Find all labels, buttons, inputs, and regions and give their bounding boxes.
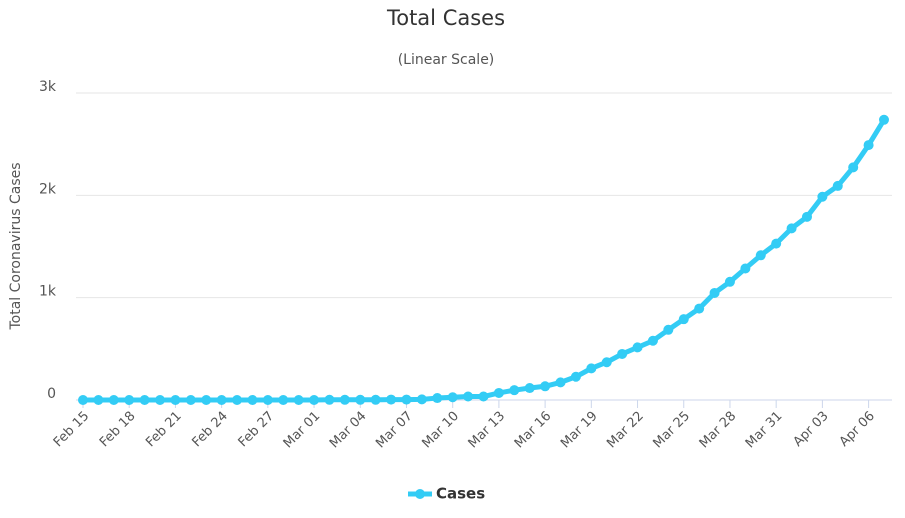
- point: [401, 394, 412, 405]
- point: [663, 324, 674, 335]
- point: [540, 381, 551, 392]
- x-tick-label: Mar 16: [512, 409, 555, 452]
- point: [786, 223, 797, 234]
- point: [509, 385, 520, 396]
- point: [447, 392, 458, 403]
- point: [740, 263, 751, 274]
- x-tick-label: Feb 24: [189, 409, 231, 451]
- x-tick-label: Apr 03: [791, 409, 832, 450]
- point: [709, 287, 720, 298]
- point: [170, 395, 181, 405]
- point: [155, 395, 166, 405]
- x-tick-label: Feb 21: [143, 409, 185, 451]
- point: [632, 342, 643, 353]
- point: [617, 348, 628, 359]
- point: [771, 238, 782, 249]
- point: [848, 162, 859, 173]
- x-tick-label: Mar 07: [373, 409, 416, 452]
- point: [324, 394, 335, 405]
- point: [339, 394, 350, 405]
- point: [78, 395, 88, 405]
- x-tick-label: Feb 18: [97, 409, 139, 451]
- x-tick-label: Mar 04: [327, 409, 370, 452]
- point: [293, 395, 304, 405]
- x-tick-label: Apr 06: [837, 409, 878, 450]
- point: [93, 395, 104, 405]
- point: [601, 357, 612, 368]
- x-tick-label: Mar 31: [743, 409, 786, 452]
- point: [355, 394, 366, 405]
- legend-label: Cases: [436, 485, 485, 503]
- point: [524, 383, 535, 394]
- point: [647, 335, 658, 346]
- point: [232, 395, 243, 405]
- point: [493, 387, 504, 398]
- point: [586, 363, 597, 374]
- point: [478, 391, 489, 402]
- x-tick-label: Mar 19: [558, 409, 601, 452]
- point: [139, 395, 150, 405]
- point: [185, 395, 196, 405]
- point: [247, 395, 258, 405]
- y-tick-label: 2k: [39, 181, 57, 197]
- point: [262, 395, 273, 405]
- point: [108, 395, 119, 405]
- x-tick-label: Feb 27: [236, 409, 278, 451]
- point: [832, 180, 843, 191]
- x-tick-label: Mar 13: [466, 409, 509, 452]
- point: [416, 394, 427, 405]
- point: [817, 191, 828, 202]
- point: [386, 394, 397, 405]
- point: [570, 371, 581, 382]
- x-tick-label: Mar 01: [281, 409, 324, 452]
- point: [879, 114, 889, 125]
- x-tick-label: Mar 10: [419, 409, 462, 452]
- point: [801, 211, 812, 222]
- y-tick-label: 3k: [39, 79, 57, 95]
- x-tick-label: Mar 28: [697, 409, 740, 452]
- point: [201, 395, 212, 405]
- point: [678, 314, 689, 325]
- series-line: [83, 118, 887, 403]
- point: [755, 250, 766, 261]
- point: [694, 303, 705, 314]
- y-axis-label: Total Coronavirus Cases: [8, 162, 24, 330]
- chart-subtitle: (Linear Scale): [398, 52, 495, 68]
- point: [463, 391, 474, 402]
- y-tick-label: 0: [47, 386, 56, 402]
- point: [124, 395, 135, 405]
- legend-marker: [415, 489, 425, 499]
- point: [863, 140, 874, 151]
- x-tick-label: Feb 15: [51, 409, 93, 451]
- chart-title: Total Cases: [386, 6, 505, 30]
- point: [216, 395, 227, 405]
- point: [555, 377, 566, 388]
- point: [309, 395, 320, 405]
- x-tick-label: Mar 22: [604, 409, 647, 452]
- point: [724, 276, 735, 287]
- x-tick-label: Mar 25: [650, 409, 693, 452]
- y-tick-label: 1k: [39, 284, 57, 300]
- point: [432, 393, 443, 404]
- point: [278, 395, 289, 405]
- point: [370, 394, 381, 405]
